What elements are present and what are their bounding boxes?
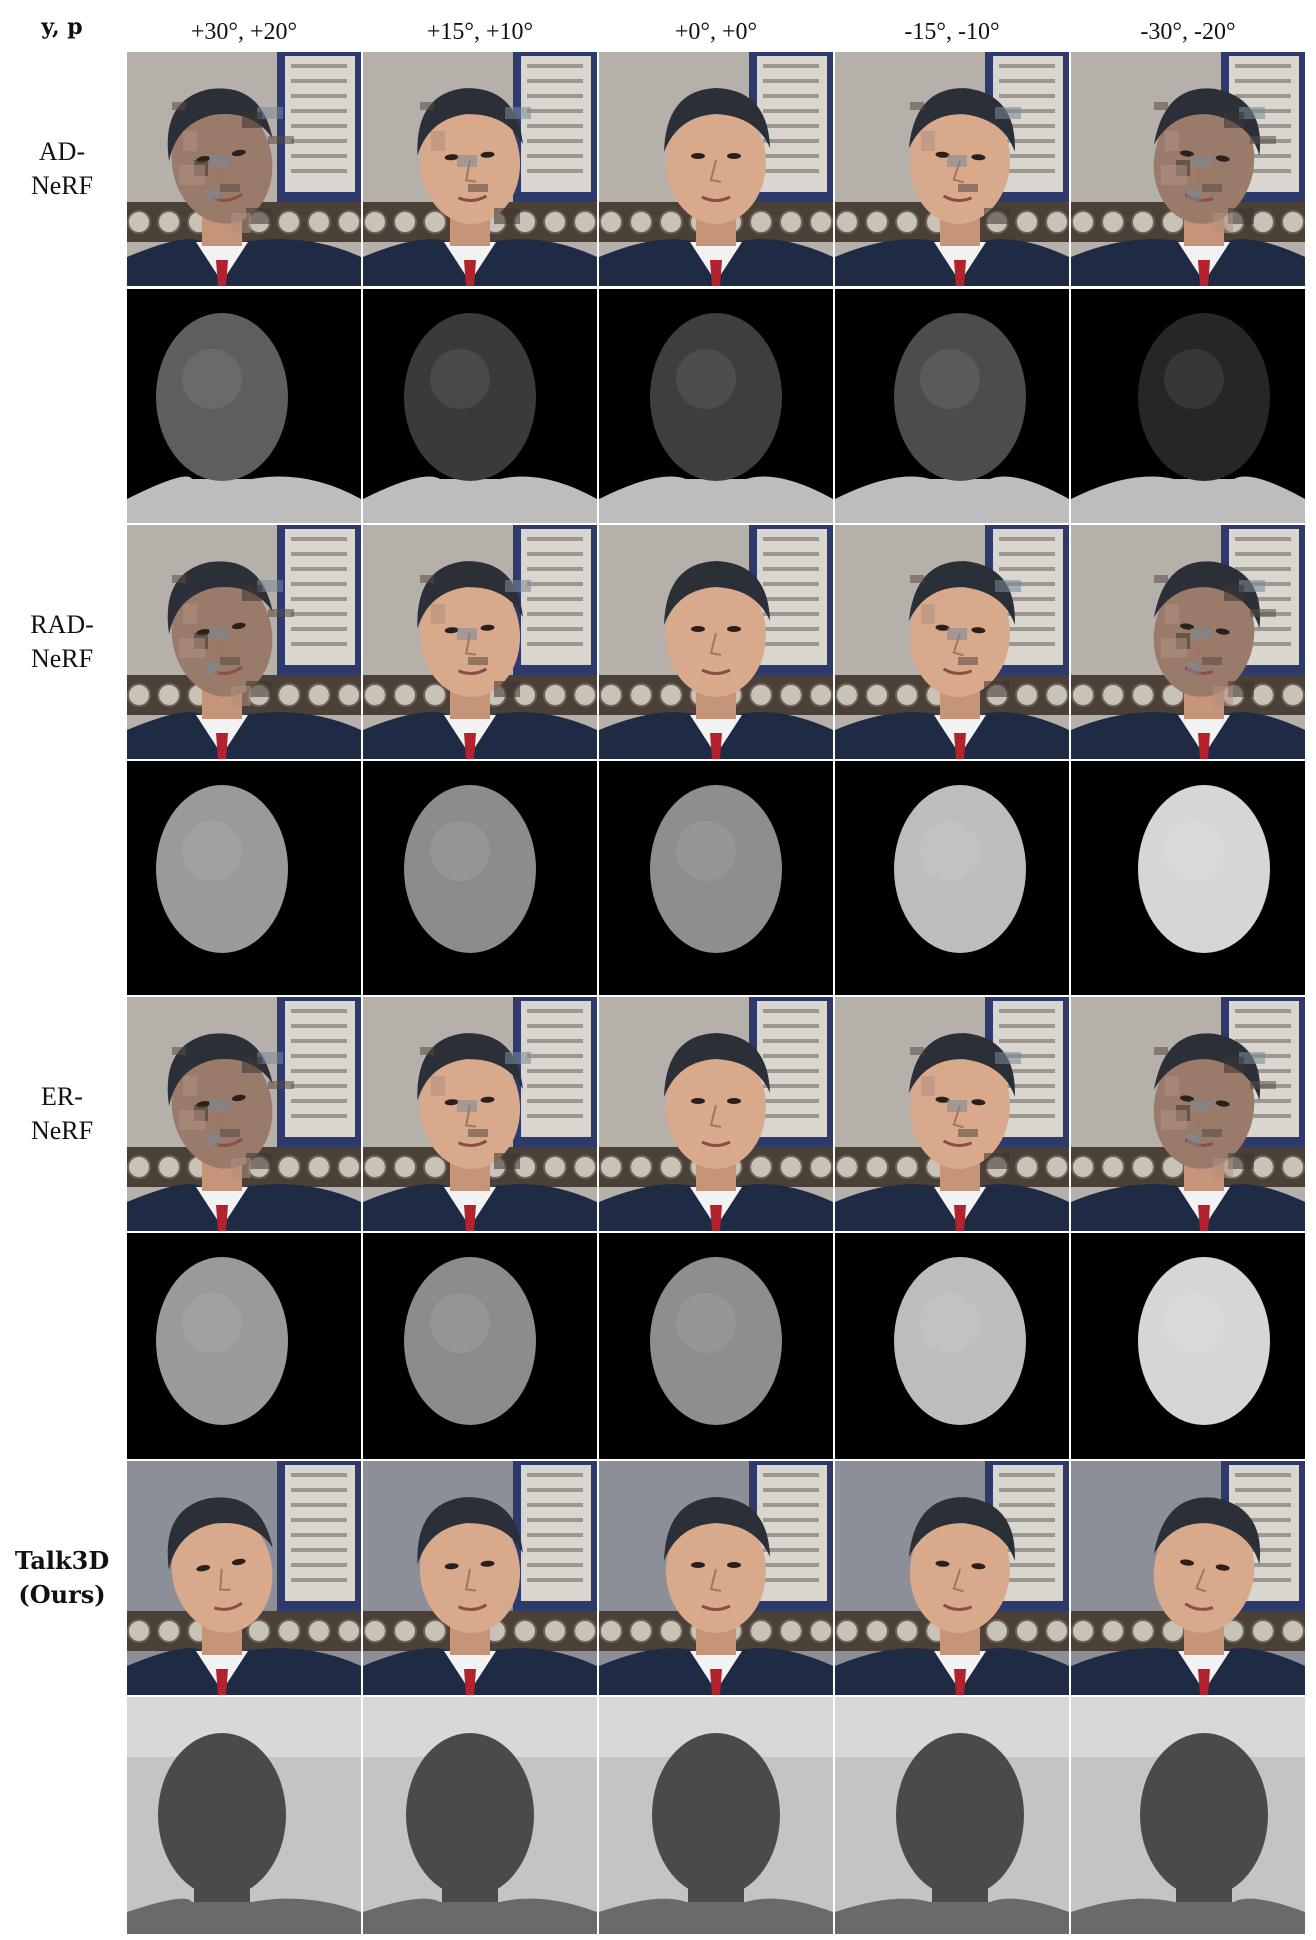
method-label-line: (Ours) (18, 1580, 106, 1609)
method-label-line: NeRF (30, 171, 94, 200)
method-label-line: ER- (41, 1082, 83, 1111)
rgb-render (835, 525, 1069, 759)
rgb-render (363, 525, 597, 759)
method-label: Talk3D (Ours) (0, 1544, 124, 1612)
rgb-render (127, 525, 361, 759)
rgb-render (127, 1461, 361, 1695)
column-header: +15°, +10° (426, 19, 534, 45)
depth-map (835, 289, 1069, 523)
rgb-render (599, 1461, 833, 1695)
method-label: ER- NeRF (0, 1080, 124, 1148)
column-header: +30°, +20° (190, 19, 298, 45)
rgb-render (599, 997, 833, 1231)
depth-map (599, 1233, 833, 1459)
rgb-render (1071, 1461, 1305, 1695)
depth-map (127, 1697, 361, 1934)
depth-map (127, 1233, 361, 1459)
method-label: RAD- NeRF (0, 608, 124, 676)
depth-map (835, 1233, 1069, 1459)
depth-map (127, 761, 361, 995)
depth-map (363, 761, 597, 995)
depth-map (1071, 761, 1305, 995)
column-header: -15°, -10° (904, 19, 1000, 45)
method-label-line: RAD- (30, 610, 94, 639)
rgb-render (835, 52, 1069, 286)
rgb-render (127, 52, 361, 286)
corner-label: y, p (41, 14, 83, 40)
rgb-render (127, 997, 361, 1231)
rgb-render (835, 997, 1069, 1231)
column-header: -30°, -20° (1140, 19, 1236, 45)
depth-map (599, 289, 833, 523)
depth-map (1071, 1233, 1305, 1459)
rgb-render (363, 52, 597, 286)
depth-map (363, 1697, 597, 1934)
rgb-render (363, 997, 597, 1231)
rgb-render (835, 1461, 1069, 1695)
rgb-render (363, 1461, 597, 1695)
depth-map (363, 289, 597, 523)
method-label-line: NeRF (30, 644, 94, 673)
rgb-render (599, 525, 833, 759)
depth-map (1071, 289, 1305, 523)
depth-map (835, 761, 1069, 995)
method-label-line: Talk3D (14, 1546, 110, 1575)
depth-map (127, 289, 361, 523)
method-label: AD- NeRF (0, 135, 124, 203)
rgb-render (1071, 525, 1305, 759)
depth-map (363, 1233, 597, 1459)
depth-map (1071, 1697, 1305, 1934)
method-label-line: AD- (38, 137, 86, 166)
depth-map (599, 761, 833, 995)
column-header: +0°, +0° (674, 19, 758, 45)
method-label-line: NeRF (30, 1116, 94, 1145)
depth-map (599, 1697, 833, 1934)
rgb-render (1071, 997, 1305, 1231)
rgb-render (599, 52, 833, 286)
depth-map (835, 1697, 1069, 1934)
rgb-render (1071, 52, 1305, 286)
